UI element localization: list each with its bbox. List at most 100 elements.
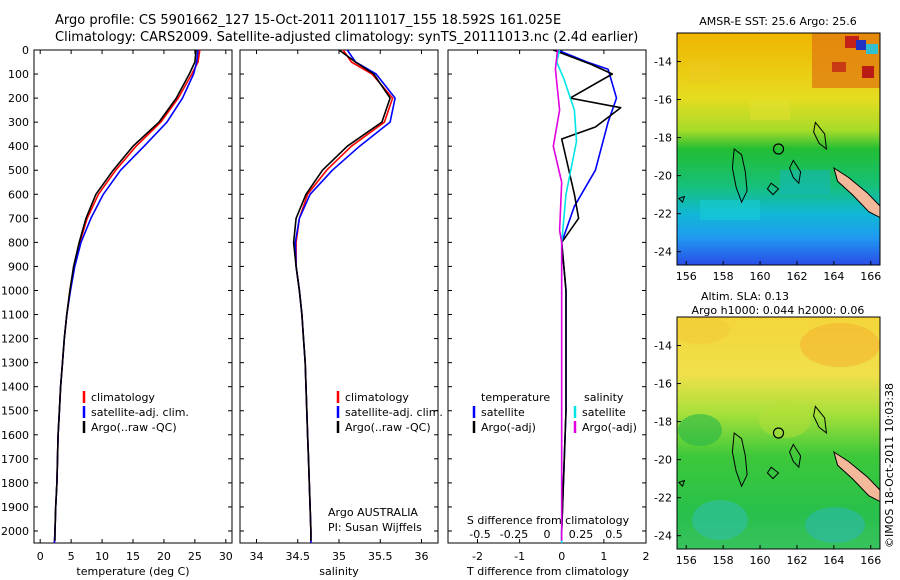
y-tick-label: -20 (654, 170, 672, 183)
y-tick-label: 400 (8, 140, 29, 153)
x-tick-label: 25 (188, 550, 202, 563)
legend-label-argo: Argo(..raw -QC) (91, 421, 177, 434)
island-outline (731, 148, 748, 204)
legend-label-argo: Argo(..raw -QC) (345, 421, 431, 434)
series-line-argo-raw-qc (54, 50, 197, 541)
series-line-argo-raw-qc (292, 50, 391, 541)
sla-map-frame (676, 316, 881, 550)
y-tick-label: 100 (8, 68, 29, 81)
y-tick-label: 2000 (1, 525, 29, 538)
figure-title-line2: Climatology: CARS2009. Satellite-adjuste… (55, 30, 638, 45)
x-tick-label: 166 (860, 554, 881, 567)
salinity-x-ticks: 34 34.5 35 35.5 36 (250, 50, 429, 563)
x-tick-label: 34 (250, 550, 264, 563)
float-program-note: Argo AUSTRALIA (328, 506, 418, 519)
temperature-x-ticks: 0 5 10 15 20 25 30 (37, 50, 233, 563)
island-outline (789, 443, 802, 469)
island-outline (731, 432, 748, 488)
x-tick-label: 30 (219, 550, 233, 563)
legend-label-temp-argo: Argo(-adj) (481, 421, 536, 434)
sla-coastline (677, 405, 880, 503)
y-tick-label: -14 (654, 340, 672, 353)
salinity-y-ticks (240, 49, 438, 532)
sst-coastline (677, 121, 880, 219)
top-tick-label: 0.5 (605, 528, 623, 541)
x-tick-label: 160 (750, 270, 771, 283)
figure-title-line1: Argo profile: CS 5901662_127 15-Oct-2011… (55, 13, 561, 28)
y-tick-label: 300 (8, 116, 29, 129)
y-tick-label: 900 (8, 260, 29, 273)
temperature-plot-frame (33, 49, 233, 544)
legend-label-climatology: climatology (345, 391, 409, 404)
x-tick-label: 5 (68, 550, 75, 563)
sst-map: AMSR-E SST: 25.6 Argo: 25.6 156 158 160 162… (654, 15, 881, 283)
y-tick-label: 1100 (1, 309, 29, 322)
y-tick-label: -24 (654, 530, 672, 543)
land-mass (833, 166, 880, 219)
y-tick-label: 1300 (1, 357, 29, 370)
legend-label-sal-argo: Argo(-adj) (582, 421, 637, 434)
y-tick-label: 500 (8, 164, 29, 177)
top-tick-label: -0.25 (500, 528, 528, 541)
y-tick-label: -18 (654, 132, 672, 145)
y-tick-label: -24 (654, 246, 672, 259)
difference-y-ticks (448, 49, 646, 532)
difference-x-ticks: -2 -1 0 1 2 (472, 50, 650, 563)
x-tick-label: 158 (713, 270, 734, 283)
island-outline (677, 195, 686, 204)
sla-map-title-line1: Altim. SLA: 0.13 (701, 290, 789, 303)
y-tick-label: 1800 (1, 477, 29, 490)
y-tick-label: 1200 (1, 333, 29, 346)
difference-plot-frame (447, 49, 647, 544)
island-outline (789, 159, 802, 185)
legend-title-temperature: temperature (481, 391, 550, 404)
island-outline (813, 405, 828, 435)
top-tick-label: 0.25 (569, 528, 594, 541)
x-tick-label: 20 (157, 550, 171, 563)
x-tick-label: 160 (750, 554, 771, 567)
salinity-plot-frame (239, 49, 439, 544)
sla-map-ticks: 156 158 160 162 164 166 -14 -16 -18 -20 -22 -24 (654, 340, 881, 567)
y-tick-label: 800 (8, 236, 29, 249)
y-tick-label: 700 (8, 212, 29, 225)
salinity-legend: climatology satellite-adj. clim. Argo(..… (336, 391, 443, 434)
y-tick-label: 600 (8, 188, 29, 201)
land-mass (833, 450, 880, 503)
difference-x-label: T difference from climatology (466, 565, 629, 578)
y-tick-label: -18 (654, 416, 672, 429)
x-tick-label: 0 (558, 550, 565, 563)
y-tick-label: 1600 (1, 429, 29, 442)
y-tick-label: -16 (654, 378, 672, 391)
x-tick-label: 158 (713, 554, 734, 567)
salinity-series (292, 50, 396, 543)
sst-map-frame (676, 32, 881, 266)
x-tick-label: 36 (415, 550, 429, 563)
x-tick-label: 156 (676, 554, 697, 567)
x-tick-label: 156 (676, 270, 697, 283)
x-tick-label: 2 (643, 550, 650, 563)
x-tick-label: 34.5 (286, 550, 311, 563)
x-tick-label: 35 (332, 550, 346, 563)
difference-panel: -2 -1 0 1 2 S difference from climatology -0… (447, 49, 650, 578)
y-tick-label: -20 (654, 454, 672, 467)
imos-timestamp: ©IMOS 18-Oct-2011 10:03:38 (883, 383, 896, 548)
temperature-y-ticks: 0 100 200 300 400 500 600 700 800 900 1000 1100 1200… (1, 44, 232, 538)
y-tick-label: -22 (654, 492, 672, 505)
island-outline (813, 121, 828, 151)
legend-label-satellite: satellite-adj. clim. (345, 406, 443, 419)
salinity-x-label: salinity (319, 565, 359, 578)
legend-label-climatology: climatology (91, 391, 155, 404)
y-tick-label: -22 (654, 208, 672, 221)
y-tick-label: 200 (8, 92, 29, 105)
temperature-legend: climatology satellite-adj. clim. Argo(..… (82, 391, 189, 434)
island-outline (677, 479, 686, 488)
x-tick-label: 166 (860, 270, 881, 283)
legend-label-satellite: satellite-adj. clim. (91, 406, 189, 419)
temperature-series (53, 50, 201, 543)
difference-legend: temperature salinity satellite Argo(-adj… (472, 391, 637, 434)
island-outline (766, 466, 780, 480)
x-tick-label: 162 (786, 270, 807, 283)
island-outline (766, 182, 780, 196)
sla-map-title-line2: Argo h1000: 0.044 h2000: 0.06 (692, 304, 865, 317)
